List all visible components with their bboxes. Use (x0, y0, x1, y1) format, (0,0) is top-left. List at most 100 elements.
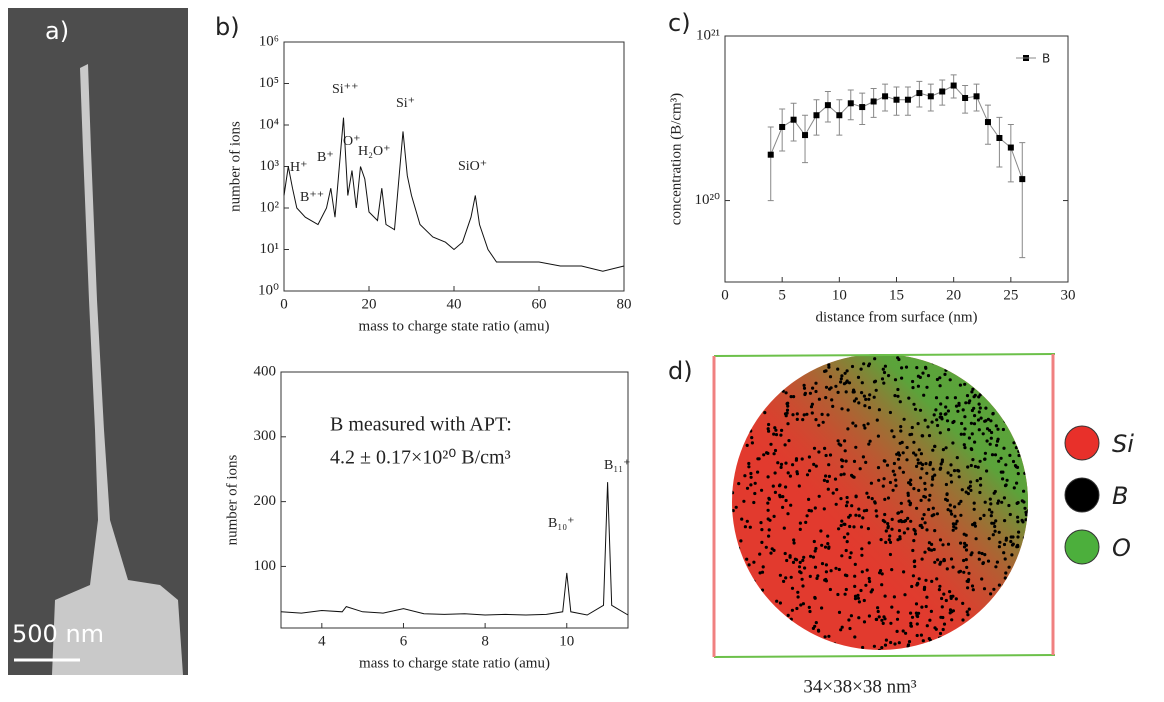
atom-dot (811, 555, 816, 559)
atom-dot (841, 459, 845, 463)
atom-dot (781, 389, 785, 393)
x-tick-label: 80 (617, 296, 632, 312)
atom-dot (889, 640, 893, 645)
atom-dot (999, 470, 1003, 474)
atom-dot (750, 441, 755, 445)
atom-dot (837, 442, 841, 446)
atom-dot (761, 565, 765, 569)
data-point (859, 104, 866, 111)
annotation: B⁺⁺ (300, 190, 324, 205)
data-point (836, 112, 843, 119)
atom-dot (844, 504, 849, 508)
atom-dot (925, 595, 929, 599)
atom-dot (884, 529, 888, 533)
atom-dot (994, 565, 998, 569)
atom-dot (913, 559, 917, 563)
data-point (1019, 176, 1026, 183)
atom-dot (978, 490, 982, 495)
atom-dot (827, 365, 831, 369)
atom-dot (836, 439, 840, 443)
atom-dot (983, 553, 987, 557)
atom-dot (939, 636, 944, 640)
atom-dot (900, 510, 904, 514)
atom-dot (803, 392, 807, 397)
atom-dot (845, 495, 849, 500)
atom-dot (784, 485, 788, 489)
y-tick-label: 10¹ (260, 241, 280, 257)
atom-dot (972, 395, 976, 399)
atom-dot (972, 521, 977, 526)
atom-dot (972, 422, 977, 426)
atom-dot (757, 457, 761, 461)
atom-dot (864, 460, 868, 464)
atom-dot (1004, 571, 1008, 575)
atom-dot (799, 603, 803, 607)
atom-dot (949, 509, 953, 513)
atom-dot (896, 387, 900, 392)
atom-dot (834, 502, 838, 506)
atom-dot (959, 513, 963, 517)
atom-dot (827, 463, 831, 467)
atom-dot (965, 610, 969, 614)
atom-dot (753, 481, 757, 485)
atom-dot (930, 548, 934, 552)
y-tick-label: 10⁰ (258, 282, 279, 298)
atom-dot (913, 407, 918, 411)
atom-dot (912, 402, 916, 406)
atom-dot (957, 502, 961, 506)
error-bar (767, 126, 774, 202)
atom-dot (939, 560, 943, 564)
atom-dot (747, 461, 751, 466)
atom-dot (894, 484, 898, 488)
atom-dot (935, 512, 940, 516)
atom-dot (931, 477, 935, 481)
atom-dot (930, 579, 934, 584)
atom-dot (953, 396, 958, 400)
atom-dot (962, 558, 966, 563)
atom-dot (769, 442, 773, 446)
atom-dot (868, 393, 872, 397)
atom-dot (1023, 506, 1027, 510)
atom-dot (916, 422, 920, 426)
atom-dot (1009, 539, 1013, 544)
atom-dot (915, 633, 919, 638)
atom-dot (1004, 483, 1008, 487)
atom-dot (943, 412, 947, 416)
atom-dot (763, 411, 767, 415)
atom-dot (925, 385, 929, 389)
atom-dot (814, 621, 818, 625)
atom-dot (753, 491, 757, 496)
atom-dot (944, 446, 948, 450)
atom-dot (840, 465, 844, 469)
atom-dot (1014, 436, 1018, 440)
atom-dot (883, 497, 887, 501)
atom-dot (899, 429, 903, 433)
atom-dot (739, 539, 743, 543)
atom-dot (979, 416, 983, 420)
atom-dot (920, 557, 924, 561)
atom-dot (865, 491, 869, 495)
atom-dot (778, 493, 782, 497)
atom-dot (886, 522, 890, 526)
atom-dot (805, 473, 810, 477)
atom-dot (766, 508, 770, 512)
y-tick-label: 10²⁰ (694, 192, 720, 208)
atom-dot (931, 467, 935, 471)
atom-dot (898, 400, 902, 404)
data-point (824, 102, 831, 109)
atom-dot (823, 635, 827, 639)
atom-dot (960, 421, 964, 426)
atom-dot (945, 492, 949, 497)
atom-dot (970, 584, 975, 588)
error-bar (779, 108, 786, 152)
atom-dot (827, 634, 831, 638)
atom-dot (800, 457, 804, 461)
atom-dot (1012, 441, 1016, 445)
annotation: H⁺ (290, 160, 308, 175)
atom-dot (801, 584, 805, 588)
atom-dot (862, 362, 866, 366)
x-tick-label: 10 (559, 633, 574, 649)
y-tick-label: 10⁵ (259, 75, 279, 91)
atom-dot (997, 459, 1001, 463)
atom-dot (949, 463, 953, 467)
